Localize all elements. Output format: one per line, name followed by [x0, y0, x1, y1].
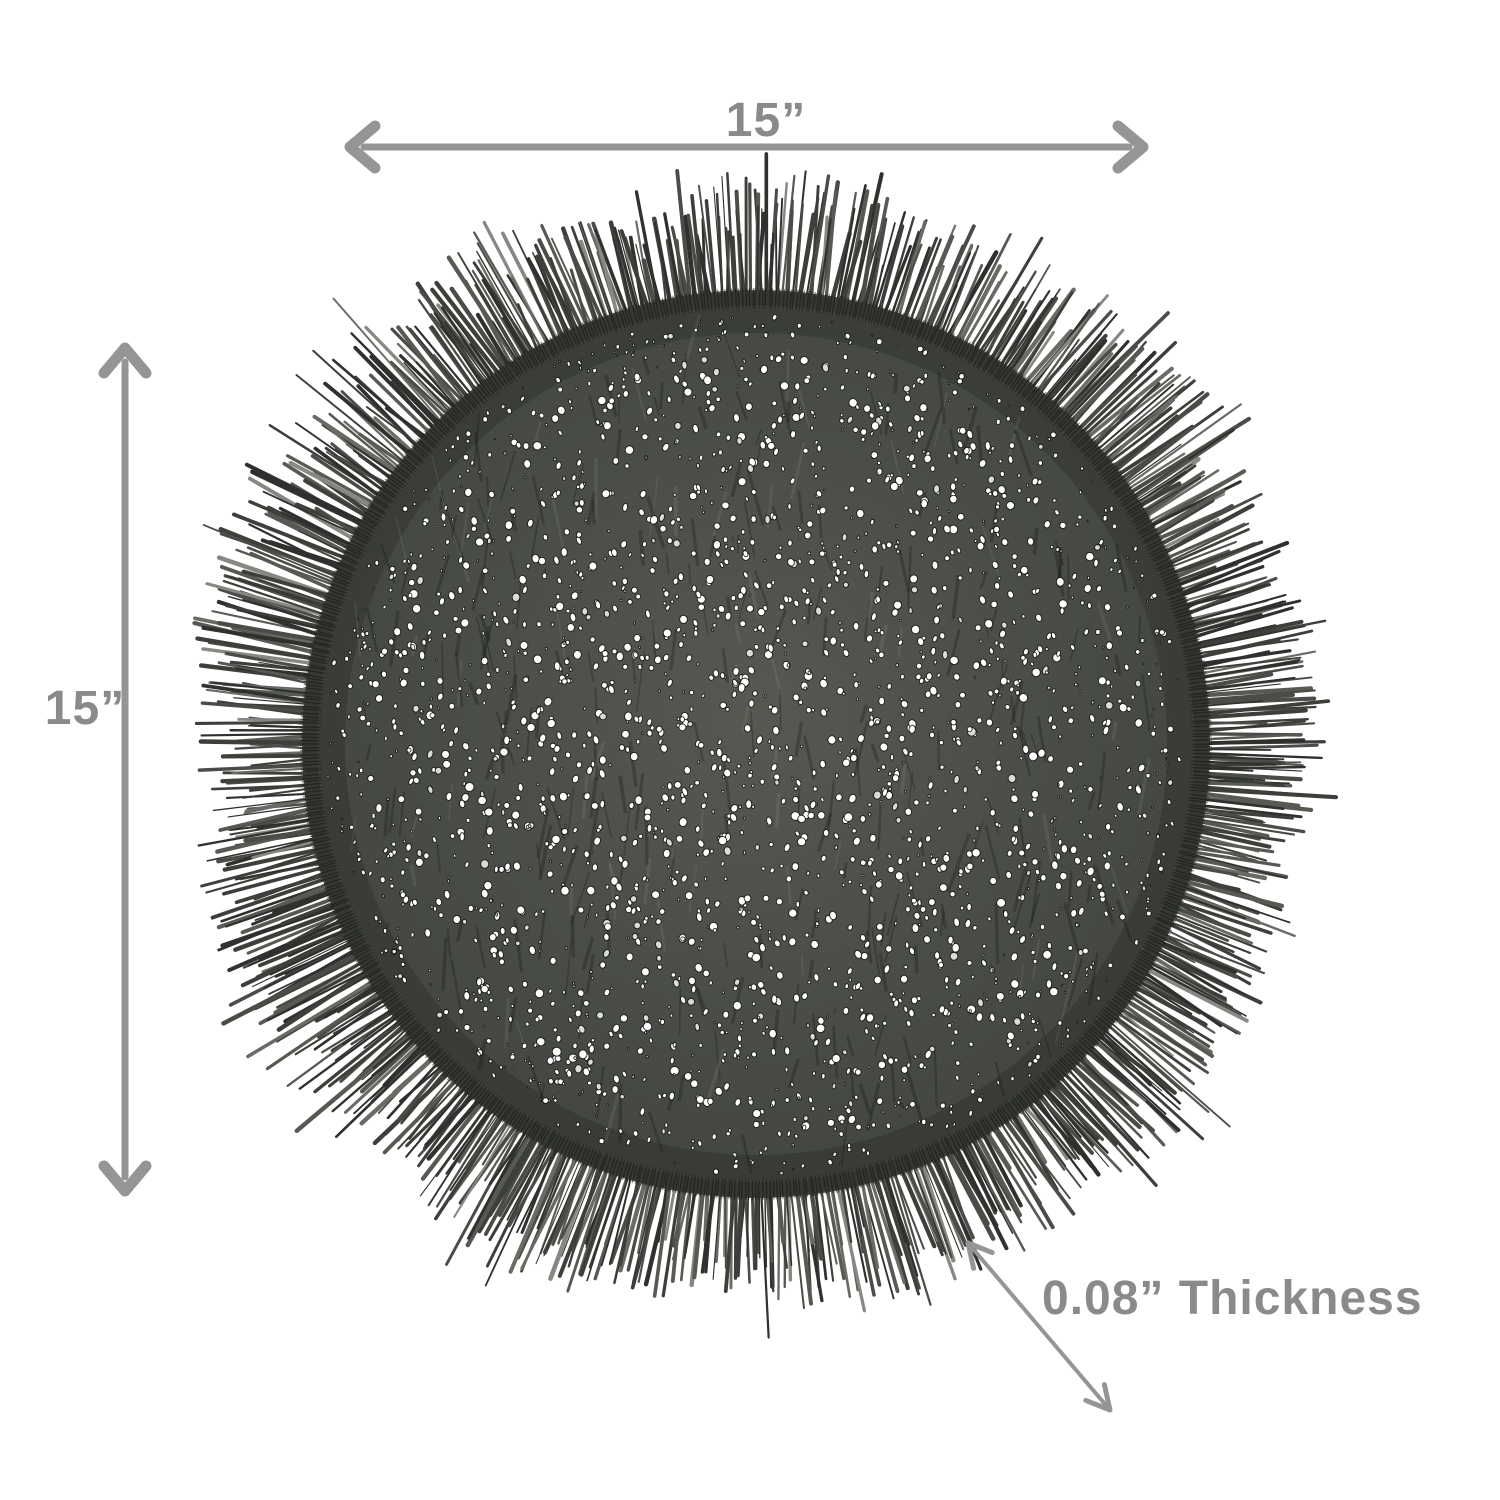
arrow-up-icon — [98, 342, 152, 379]
thickness-arrow-line — [966, 1241, 1112, 1412]
thickness-label: 0.08” Thickness — [1042, 1272, 1423, 1325]
height-dimension-label: 15” — [44, 682, 126, 735]
width-dimension-arrow — [344, 120, 1149, 174]
width-dimension-label: 15” — [725, 94, 807, 147]
arrow-downright-icon — [1083, 1382, 1113, 1413]
arrow-left-icon — [344, 120, 381, 174]
thickness-arrow — [965, 1240, 1113, 1413]
placemat-image — [192, 152, 1339, 1339]
arrow-upleft-icon — [965, 1240, 995, 1271]
height-dimension-arrow — [98, 342, 152, 1197]
arrow-down-icon — [98, 1160, 152, 1197]
arrow-right-icon — [1112, 120, 1149, 174]
